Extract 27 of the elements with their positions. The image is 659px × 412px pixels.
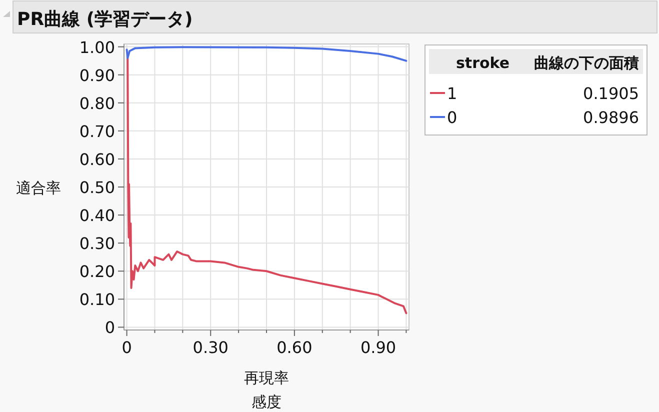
x-tick-label: 0.60 <box>276 338 312 357</box>
text: 0.1905 <box>583 84 639 103</box>
y-tick-label: 1.00 <box>79 38 115 57</box>
chart-title: PR曲線 (学習データ) <box>17 9 193 30</box>
y-tick-label: 0.90 <box>79 66 115 85</box>
y-tick-label: 0 <box>104 318 115 338</box>
line-series <box>126 57 408 314</box>
y-tick-label: 0.20 <box>79 262 115 282</box>
y-tick-label: 0.60 <box>79 150 115 169</box>
text: 曲線の下の面積 <box>534 54 639 72</box>
y-tick-label: 0.50 <box>79 178 115 197</box>
y-axis-title: 適合率 <box>16 179 61 197</box>
y-tick-label: 0.30 <box>79 234 115 254</box>
y-tick-label: 0.80 <box>79 94 115 113</box>
y-tick-label: 0.10 <box>79 290 115 310</box>
text: 0.9896 <box>583 108 639 127</box>
line-series <box>126 46 408 62</box>
legend-title: stroke <box>456 54 510 72</box>
legend-label: 1 <box>447 84 458 103</box>
x-tick-label: 0.30 <box>192 338 228 357</box>
y-tick-label: 0.40 <box>79 206 115 226</box>
x-axis-title: 再現率 <box>244 369 289 387</box>
legend-label: 0 <box>447 108 458 127</box>
y-tick-label: 0.70 <box>79 122 115 141</box>
x-tick-label: 0 <box>122 338 132 357</box>
x-tick-label: 0.90 <box>360 338 396 357</box>
text: 感度 <box>252 393 282 411</box>
